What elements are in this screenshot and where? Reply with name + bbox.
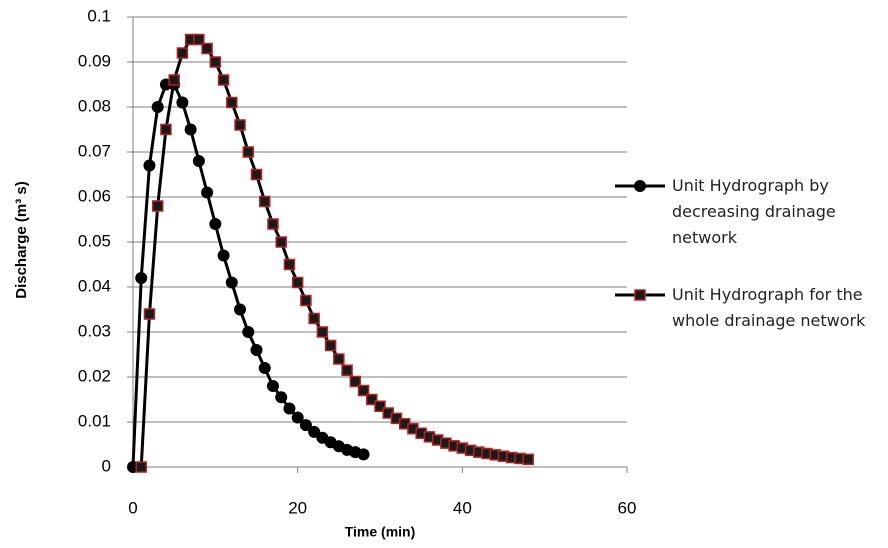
point — [341, 364, 353, 376]
point — [143, 159, 156, 172]
point — [291, 276, 304, 289]
point — [176, 47, 189, 59]
y-tick-label: 0.07 — [78, 141, 111, 160]
point — [176, 96, 189, 109]
point — [316, 326, 329, 338]
point — [242, 146, 255, 158]
y-tick-label: 0.04 — [78, 276, 111, 295]
point — [349, 375, 362, 388]
point — [308, 312, 320, 325]
point — [333, 353, 345, 365]
legend-label: Unit Hydrograph by decreasing drainage n… — [672, 176, 836, 247]
x-tick-label: 0 — [128, 498, 137, 517]
point — [217, 249, 230, 262]
point — [300, 294, 312, 307]
point — [151, 101, 164, 113]
point — [201, 42, 213, 55]
point — [242, 326, 255, 338]
y-tick-label: 0 — [102, 456, 111, 475]
point — [275, 391, 288, 404]
y-tick-label: 0.03 — [78, 321, 111, 340]
y-tick-label: 0.06 — [78, 186, 111, 205]
point — [168, 74, 180, 86]
series-line — [131, 83, 364, 468]
point — [209, 56, 222, 68]
point — [143, 308, 156, 320]
point — [225, 276, 238, 289]
point — [160, 123, 172, 136]
point — [266, 380, 279, 392]
point — [522, 453, 534, 466]
point — [209, 218, 222, 230]
point — [357, 448, 370, 461]
point — [258, 362, 271, 374]
y-tick-label: 0.1 — [87, 6, 111, 25]
point — [357, 384, 370, 397]
point — [234, 303, 247, 316]
point — [291, 411, 304, 424]
y-tick-label: 0.08 — [78, 96, 111, 115]
point — [201, 186, 214, 199]
y-axis-title: Discharge (m³ s) — [13, 181, 30, 299]
point — [217, 74, 230, 86]
point — [234, 119, 246, 131]
legend-marker — [634, 180, 646, 192]
point — [250, 168, 263, 181]
point — [258, 195, 271, 208]
point — [283, 402, 296, 415]
x-tick-label: 60 — [618, 498, 637, 517]
y-tick-label: 0.01 — [78, 411, 111, 430]
point — [135, 461, 147, 473]
x-tick-label: 40 — [453, 498, 472, 517]
x-tick-label: 20 — [288, 498, 307, 517]
point — [283, 258, 296, 271]
point — [226, 96, 238, 109]
point — [193, 33, 205, 46]
point — [184, 123, 197, 136]
x-axis-title: Time (min) — [345, 524, 416, 540]
point — [192, 155, 205, 167]
y-tick-label: 0.02 — [78, 366, 111, 385]
point — [135, 272, 148, 284]
legend-marker — [634, 289, 646, 301]
point — [267, 218, 279, 230]
point — [366, 393, 378, 406]
point — [151, 200, 164, 212]
point — [374, 400, 386, 412]
y-tick-label: 0.09 — [78, 51, 111, 70]
legend-label: Unit Hydrograph for the whole drainage n… — [672, 285, 866, 330]
point — [324, 339, 337, 352]
point — [299, 419, 312, 432]
series-line — [139, 38, 529, 468]
point — [250, 344, 263, 356]
y-tick-label: 0.05 — [78, 231, 111, 250]
point — [275, 236, 287, 248]
